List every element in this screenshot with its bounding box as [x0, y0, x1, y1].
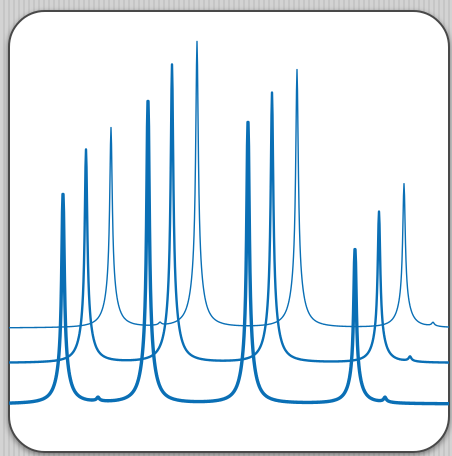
- spectrum-trace: [9, 99, 449, 406]
- spectrum-trace: [9, 63, 449, 364]
- spectrum-trace: [9, 40, 449, 329]
- icon-frame: [8, 10, 450, 453]
- spectra: [9, 40, 449, 406]
